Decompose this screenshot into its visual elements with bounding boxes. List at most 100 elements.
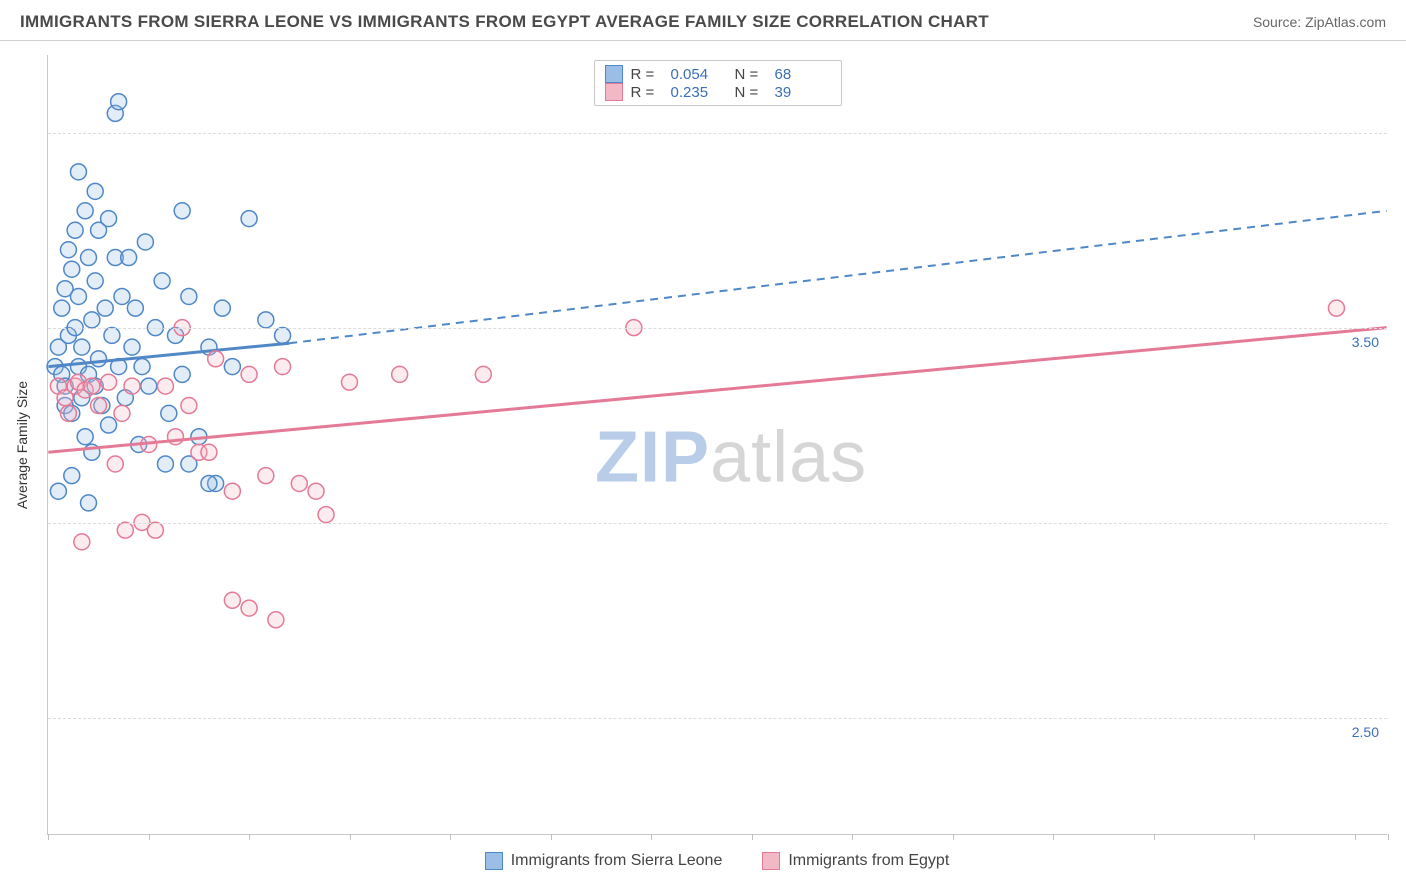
scatter-point bbox=[64, 261, 80, 277]
legend-row: R = 0.054 N = 68 bbox=[605, 65, 831, 83]
scatter-point bbox=[101, 211, 117, 227]
chart-area: Average Family Size ZIPatlas R = 0.054 N… bbox=[47, 55, 1387, 835]
scatter-point bbox=[60, 242, 76, 258]
scatter-point bbox=[147, 522, 163, 538]
gridline bbox=[48, 328, 1387, 329]
scatter-point bbox=[268, 612, 284, 628]
scatter-point bbox=[224, 359, 240, 375]
scatter-point bbox=[70, 289, 86, 305]
scatter-point bbox=[74, 534, 90, 550]
legend-r-label: R = bbox=[631, 84, 663, 101]
x-tick bbox=[1355, 834, 1356, 840]
scatter-point bbox=[174, 366, 190, 382]
scatter-point bbox=[127, 300, 143, 316]
scatter-point bbox=[124, 378, 140, 394]
legend-n-value-1: 39 bbox=[775, 84, 831, 101]
x-tick bbox=[953, 834, 954, 840]
legend-label-1: Immigrants from Egypt bbox=[788, 852, 949, 870]
legend-swatch-series-1 bbox=[762, 852, 780, 870]
scatter-point bbox=[101, 417, 117, 433]
legend-r-value-1: 0.235 bbox=[671, 84, 727, 101]
scatter-point bbox=[141, 378, 157, 394]
scatter-point bbox=[1328, 300, 1344, 316]
scatter-point bbox=[258, 312, 274, 328]
scatter-point bbox=[275, 327, 291, 343]
scatter-point bbox=[77, 203, 93, 219]
legend-n-label: N = bbox=[735, 84, 767, 101]
gridline bbox=[48, 523, 1387, 524]
scatter-point bbox=[224, 592, 240, 608]
scatter-point bbox=[114, 289, 130, 305]
legend-swatch-series-0 bbox=[485, 852, 503, 870]
scatter-point bbox=[161, 405, 177, 421]
scatter-point bbox=[318, 507, 334, 523]
scatter-point bbox=[241, 366, 257, 382]
scatter-point bbox=[124, 339, 140, 355]
scatter-point bbox=[107, 456, 123, 472]
scatter-point bbox=[258, 468, 274, 484]
x-tick bbox=[852, 834, 853, 840]
scatter-point bbox=[77, 429, 93, 445]
x-tick bbox=[48, 834, 49, 840]
source-link[interactable]: ZipAtlas.com bbox=[1305, 14, 1386, 30]
legend-n-label: N = bbox=[735, 66, 767, 83]
gridline bbox=[48, 133, 1387, 134]
legend-n-value-0: 68 bbox=[775, 66, 831, 83]
scatter-point bbox=[64, 468, 80, 484]
scatter-point bbox=[201, 475, 217, 491]
scatter-point bbox=[157, 378, 173, 394]
scatter-point bbox=[70, 164, 86, 180]
gridline bbox=[48, 718, 1387, 719]
chart-title: IMMIGRANTS FROM SIERRA LEONE VS IMMIGRAN… bbox=[20, 12, 989, 32]
scatter-point bbox=[54, 300, 70, 316]
scatter-point bbox=[134, 359, 150, 375]
scatter-point bbox=[121, 250, 137, 266]
scatter-point bbox=[74, 339, 90, 355]
scatter-point bbox=[174, 203, 190, 219]
scatter-point bbox=[60, 405, 76, 421]
scatter-point bbox=[291, 475, 307, 491]
x-tick bbox=[1053, 834, 1054, 840]
legend-series: Immigrants from Sierra Leone Immigrants … bbox=[47, 852, 1387, 870]
x-tick bbox=[450, 834, 451, 840]
x-tick bbox=[651, 834, 652, 840]
scatter-point bbox=[181, 289, 197, 305]
scatter-point bbox=[87, 273, 103, 289]
chart-header: IMMIGRANTS FROM SIERRA LEONE VS IMMIGRAN… bbox=[0, 0, 1406, 41]
legend-swatch-series-1 bbox=[605, 83, 623, 101]
trend-line-extrapolated bbox=[289, 211, 1386, 343]
scatter-point bbox=[201, 444, 217, 460]
scatter-point bbox=[341, 374, 357, 390]
scatter-point bbox=[91, 398, 107, 414]
scatter-point bbox=[241, 600, 257, 616]
scatter-point bbox=[181, 398, 197, 414]
x-tick bbox=[1254, 834, 1255, 840]
legend-item: Immigrants from Sierra Leone bbox=[485, 852, 723, 870]
scatter-point bbox=[154, 273, 170, 289]
legend-item: Immigrants from Egypt bbox=[762, 852, 949, 870]
x-tick bbox=[752, 834, 753, 840]
plot-region: ZIPatlas R = 0.054 N = 68 R = 0.235 N = … bbox=[47, 55, 1387, 835]
y-axis-label: Average Family Size bbox=[14, 381, 30, 509]
scatter-point bbox=[137, 234, 153, 250]
scatter-point bbox=[50, 483, 66, 499]
legend-r-value-0: 0.054 bbox=[671, 66, 727, 83]
x-tick bbox=[1388, 834, 1389, 840]
x-tick bbox=[249, 834, 250, 840]
scatter-point bbox=[111, 94, 127, 110]
scatter-point bbox=[84, 378, 100, 394]
legend-r-label: R = bbox=[631, 66, 663, 83]
scatter-point bbox=[84, 312, 100, 328]
scatter-point bbox=[224, 483, 240, 499]
scatter-point bbox=[87, 183, 103, 199]
y-tick-label: 3.50 bbox=[1352, 334, 1379, 350]
scatter-point bbox=[91, 351, 107, 367]
scatter-point bbox=[208, 351, 224, 367]
scatter-point bbox=[117, 522, 133, 538]
x-tick bbox=[350, 834, 351, 840]
scatter-point bbox=[101, 374, 117, 390]
legend-correlation: R = 0.054 N = 68 R = 0.235 N = 39 bbox=[594, 60, 842, 106]
scatter-point bbox=[114, 405, 130, 421]
chart-source: Source: ZipAtlas.com bbox=[1253, 14, 1386, 30]
y-tick-label: 2.50 bbox=[1352, 724, 1379, 740]
